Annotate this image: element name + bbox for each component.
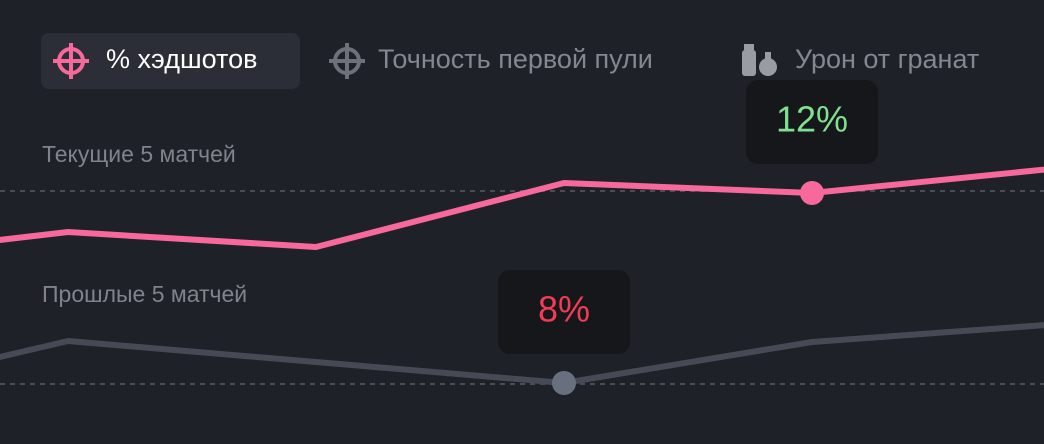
grenade-icon [742, 44, 777, 76]
tab-label[interactable]: % хэдшотов [106, 44, 257, 74]
highlight-point [552, 371, 576, 395]
crosshair-icon [53, 43, 89, 79]
tab-label[interactable]: Урон от гранат [795, 44, 979, 74]
active-tab-bg[interactable] [41, 33, 300, 89]
tab-label[interactable]: Точность первой пули [378, 44, 653, 74]
series-line [0, 322, 1044, 386]
panel-title: Текущие 5 матчей [42, 141, 236, 167]
series-line [0, 166, 1044, 250]
tooltip-label: 8% [538, 289, 590, 330]
highlight-point [800, 181, 824, 205]
crosshair-icon [329, 43, 365, 79]
panel-title: Прошлые 5 матчей [42, 281, 247, 307]
tooltip-bg [746, 80, 878, 164]
tooltip-bg [498, 270, 630, 354]
tooltip-label: 12% [776, 99, 848, 140]
